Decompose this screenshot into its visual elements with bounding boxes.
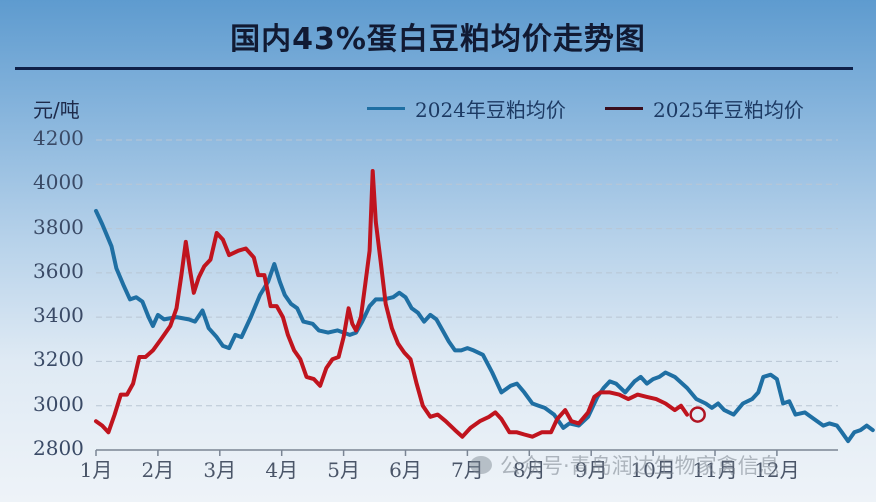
legend-item-2024: 2024年豆粕均价 (367, 94, 566, 123)
series-end-marker-2025 (689, 406, 706, 423)
y-tick-label: 3800 (33, 214, 84, 239)
y-axis-unit-label: 元/吨 (33, 98, 80, 122)
x-tick-label: 2月 (141, 458, 175, 482)
x-tick-label: 5月 (327, 458, 360, 482)
x-axis (95, 449, 838, 456)
x-tick-label: 10月 (630, 458, 676, 482)
x-tick-label: 1月 (79, 458, 113, 482)
wechat-icon (470, 456, 492, 474)
y-tick-label: 3600 (33, 258, 84, 283)
series-line-2025 (94, 169, 690, 439)
x-tick-label: 12月 (754, 458, 800, 482)
y-tick-label: 2800 (33, 436, 84, 460)
y-tick-label: 3200 (33, 347, 84, 372)
y-tick-label: 4200 (33, 126, 84, 150)
x-tick-label: 9月 (574, 458, 608, 482)
legend-item-2025: 2025年豆粕均价 (605, 94, 804, 123)
y-tick-label: 3000 (33, 391, 84, 416)
watermark-text: 公众号·青岛润达生物家禽信息 (500, 454, 780, 478)
x-tick-label: 6月 (389, 458, 422, 482)
x-tick-label: 3月 (203, 458, 237, 482)
x-tick-label: 8月 (512, 458, 546, 482)
legend-label-2024: 2024年豆粕均价 (415, 98, 566, 122)
chart-title: 国内43%蛋白豆粕均价走势图 (230, 22, 646, 57)
title-underline (15, 67, 853, 70)
legend-label-2025: 2025年豆粕均价 (653, 98, 804, 122)
legend-swatch-2025 (605, 107, 643, 110)
y-tick-label: 4000 (33, 170, 84, 195)
x-tick-label: 7月 (451, 458, 484, 482)
watermark: 公众号·青岛润达生物家禽信息 (470, 450, 780, 480)
legend-swatch-2024 (367, 107, 405, 110)
x-tick-label: 4月 (265, 458, 299, 482)
x-tick-label: 11月 (692, 458, 738, 482)
series-line-2024 (94, 208, 875, 444)
y-tick-label: 3400 (33, 303, 84, 328)
gridlines (96, 139, 838, 407)
